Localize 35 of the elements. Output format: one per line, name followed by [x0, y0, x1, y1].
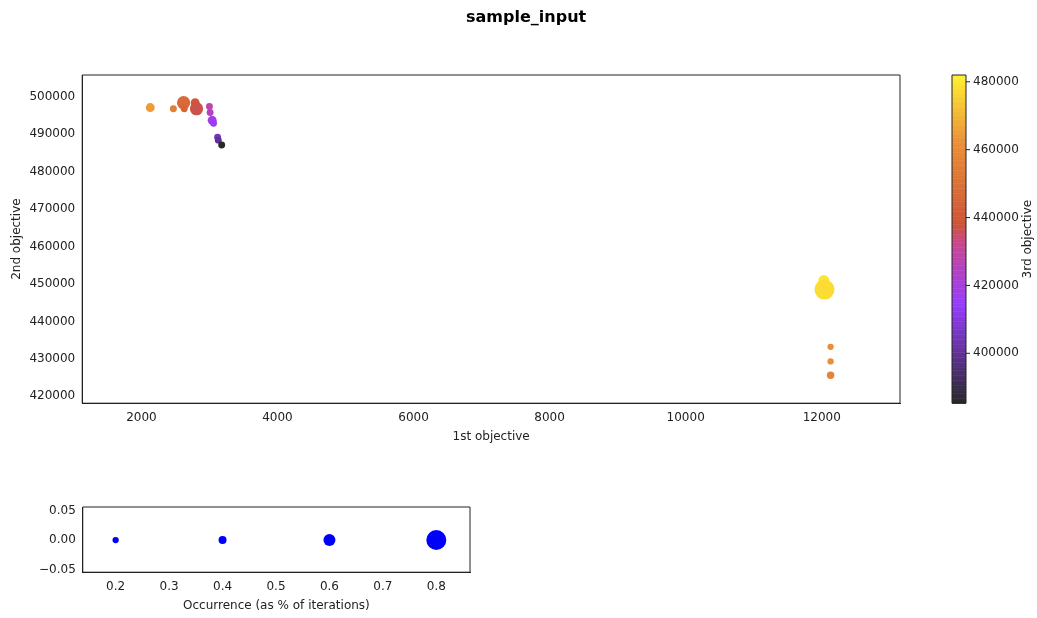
x-axis-title: 1st objective	[452, 428, 530, 443]
color-bar-label: 400000	[973, 345, 1019, 360]
x-tick-label: 0.4	[212, 578, 233, 593]
y-axis-title: 2nd objective	[9, 198, 24, 280]
y-tick-label: 500000	[29, 88, 76, 103]
x-tick-label: 8000	[534, 409, 565, 424]
x-tick-label: 2000	[126, 409, 157, 424]
x-tick-label: 0.2	[106, 578, 126, 593]
y-tick-label: −0.05	[38, 561, 76, 576]
color-bar-label: 440000	[973, 209, 1019, 224]
y-tick-label: 0.05	[49, 502, 76, 517]
y-tick-label: 470000	[29, 201, 76, 216]
y-tick-label: 480000	[29, 163, 76, 178]
x-tick-label: 4000	[262, 409, 293, 424]
x-tick-label: 12000	[802, 409, 841, 424]
chart-title: sample_input	[466, 7, 587, 27]
y-tick-label: 450000	[29, 276, 76, 291]
color-bar-title: 3rd objective	[1020, 199, 1035, 279]
x-tick-label: 6000	[398, 409, 429, 424]
x-tick-label: 0.3	[159, 578, 179, 593]
x-tick-label: 0.5	[266, 578, 286, 593]
y-tick-label: 0.00	[49, 532, 76, 547]
y-tick-label: 490000	[29, 126, 76, 141]
x-tick-label: 0.8	[426, 578, 446, 593]
x-axis-title: Occurrence (as % of iterations)	[183, 597, 370, 612]
x-tick-label: 10000	[666, 409, 705, 424]
y-tick-label: 430000	[29, 350, 76, 365]
y-tick-label: 460000	[29, 238, 76, 253]
color-bar-label: 460000	[973, 141, 1019, 156]
x-tick-label: 0.7	[373, 578, 393, 593]
y-tick-label: 440000	[29, 313, 76, 328]
x-tick-label: 0.6	[319, 578, 339, 593]
color-bar-label: 420000	[973, 277, 1019, 292]
y-tick-label: 420000	[29, 388, 76, 403]
color-bar-label: 480000	[973, 73, 1019, 88]
